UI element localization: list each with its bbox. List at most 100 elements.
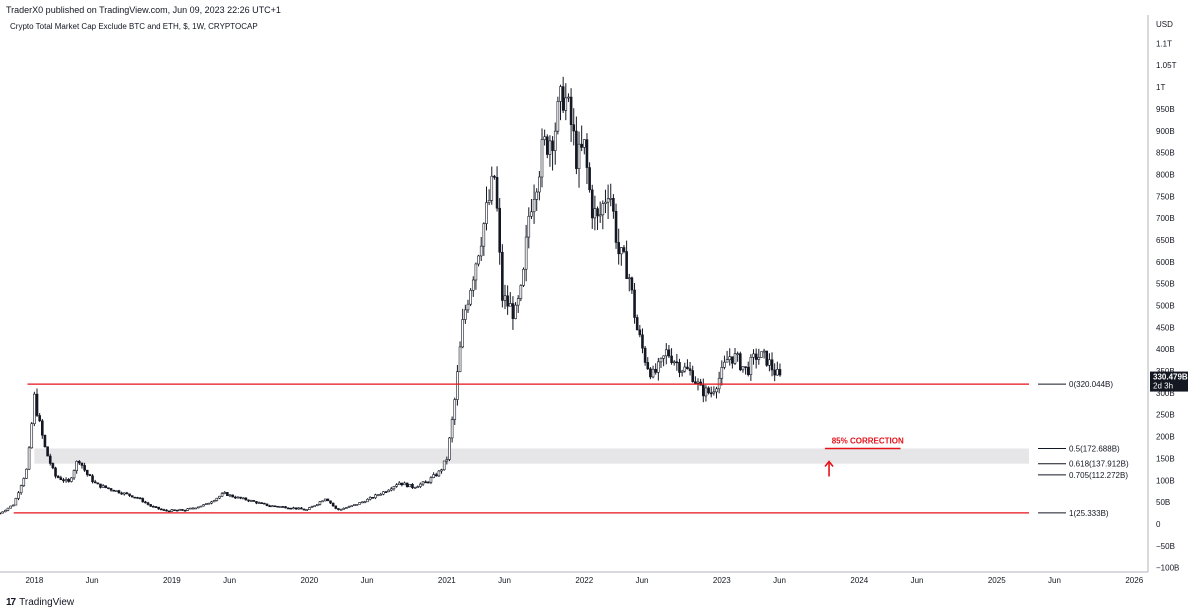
- candle-body: [228, 494, 232, 497]
- candle-body: [186, 508, 190, 511]
- candle-body: [371, 497, 375, 499]
- candle-body: [503, 295, 507, 301]
- candle-body: [770, 359, 774, 371]
- candle-body: [33, 393, 36, 425]
- candle-body: [271, 505, 274, 508]
- candle-body: [588, 167, 591, 191]
- candle-body: [379, 493, 383, 496]
- time-tick-label: 2020: [300, 576, 318, 585]
- candle-body: [657, 361, 660, 373]
- candle-body: [683, 366, 687, 372]
- candle-body: [22, 478, 26, 486]
- time-tick-label: Jun: [773, 576, 786, 585]
- candle-body: [405, 482, 409, 488]
- time-tick-label: 2021: [438, 576, 456, 585]
- candle-body: [144, 501, 147, 504]
- candle-body: [741, 366, 745, 371]
- candle-body: [310, 506, 314, 508]
- candle-body: [19, 485, 23, 494]
- candle-body: [27, 447, 31, 470]
- candle-body: [80, 462, 84, 466]
- time-tick-label: 2018: [25, 576, 43, 585]
- candle-body: [318, 501, 322, 505]
- candle-body: [701, 384, 705, 397]
- candle-body: [667, 349, 671, 357]
- price-tick-label: 500B: [1156, 302, 1175, 311]
- candle-body: [191, 507, 195, 510]
- candle-body: [263, 502, 266, 505]
- candle-body: [553, 130, 557, 151]
- fib-zone-layer: [34, 448, 1029, 464]
- candle-body: [474, 263, 478, 281]
- symbol-title: Crypto Total Market Cap Exclude BTC and …: [10, 22, 258, 31]
- candle-body: [218, 495, 221, 499]
- candle-body: [257, 502, 261, 504]
- candle-body: [638, 329, 642, 336]
- candle-body: [308, 507, 311, 510]
- candle-body: [59, 477, 63, 481]
- candle-body: [141, 498, 145, 503]
- candle-body: [704, 387, 708, 397]
- price-tick-label: 450B: [1156, 323, 1175, 332]
- candle-body: [739, 353, 742, 371]
- candle-body: [744, 366, 747, 368]
- candle-body: [768, 359, 771, 366]
- candle-body: [445, 459, 449, 462]
- candle-body: [532, 199, 536, 213]
- candle-body: [437, 470, 441, 477]
- candle-body: [162, 509, 166, 511]
- candle-body: [723, 361, 726, 368]
- candle-body: [25, 468, 28, 479]
- candle-body: [157, 506, 160, 510]
- candle-body: [746, 366, 750, 375]
- candle-body: [252, 500, 256, 502]
- candle-body: [432, 474, 435, 478]
- candle-body: [643, 347, 647, 363]
- price-tick-label: 750B: [1156, 192, 1175, 201]
- level-label-1: 1(25.333B): [1069, 509, 1109, 518]
- candle-body: [231, 494, 234, 498]
- candle-body: [413, 486, 417, 489]
- candle-body: [456, 371, 459, 400]
- candle-body: [3, 510, 7, 513]
- candle-body: [495, 177, 499, 209]
- candle-body: [516, 298, 520, 306]
- candle-body: [540, 139, 544, 178]
- price-tick-label: 1.05T: [1156, 61, 1177, 70]
- price-tick-label: 1T: [1156, 83, 1165, 92]
- candle-body: [678, 362, 681, 373]
- candle-body: [564, 97, 568, 111]
- candle-body: [461, 319, 464, 348]
- annotation-layer: 85% CORRECTION: [824, 437, 904, 477]
- candle-body: [376, 494, 380, 497]
- level-label-0: 0(320.044B): [1069, 380, 1113, 389]
- time-tick-label: Jun: [498, 576, 511, 585]
- candle-body: [88, 474, 92, 477]
- candle-body: [416, 486, 420, 488]
- candle-body: [583, 139, 586, 148]
- candle-body: [220, 493, 224, 497]
- candle-body: [464, 309, 467, 320]
- candle-body: [752, 353, 755, 358]
- candle-body: [434, 474, 438, 477]
- candle-body: [397, 482, 401, 486]
- footer-brand[interactable]: 17 TradingView: [6, 597, 74, 608]
- candle-body: [297, 507, 301, 510]
- candle-body: [374, 494, 377, 499]
- price-tick-label: 900B: [1156, 127, 1175, 136]
- candle-body: [508, 303, 512, 307]
- candle-body: [202, 504, 205, 507]
- candle-body: [606, 198, 610, 203]
- candle-body: [419, 483, 422, 487]
- price-tick-label: 0: [1156, 520, 1161, 529]
- candle-body: [511, 303, 515, 319]
- candle-body: [0, 512, 2, 515]
- candle-body: [64, 479, 68, 482]
- candle-body: [387, 489, 390, 493]
- candle-body: [236, 496, 240, 499]
- candle-body: [538, 176, 541, 193]
- candle-body: [675, 361, 679, 364]
- candle-body: [152, 505, 155, 508]
- candle-body: [93, 481, 97, 484]
